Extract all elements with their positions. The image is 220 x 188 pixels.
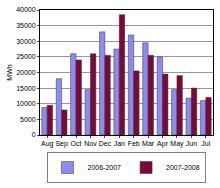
svg-text:Jan: Jan	[114, 140, 125, 147]
svg-text:Feb: Feb	[128, 140, 140, 147]
svg-text:Dec: Dec	[99, 140, 112, 147]
svg-text:Nov: Nov	[84, 140, 97, 147]
svg-text:15000: 15000	[16, 85, 36, 92]
svg-text:Apr: Apr	[157, 140, 169, 148]
svg-text:5000: 5000	[20, 116, 36, 123]
svg-text:May: May	[170, 140, 184, 148]
svg-text:Mar: Mar	[142, 140, 155, 147]
svg-text:MWh: MWh	[6, 64, 13, 80]
svg-text:Sep: Sep	[55, 140, 68, 148]
svg-text:Jul: Jul	[201, 140, 210, 147]
svg-text:Oct: Oct	[71, 140, 82, 147]
svg-text:2007-2008: 2007-2008	[166, 164, 200, 171]
svg-text:25000: 25000	[16, 53, 36, 60]
svg-text:30000: 30000	[16, 38, 36, 45]
svg-text:2006-2007: 2006-2007	[88, 164, 122, 171]
svg-text:10000: 10000	[16, 100, 36, 107]
svg-text:40000: 40000	[16, 6, 36, 13]
svg-text:Aug: Aug	[41, 140, 54, 148]
svg-text:35000: 35000	[16, 22, 36, 29]
svg-text:20000: 20000	[16, 69, 36, 76]
svg-text:0: 0	[32, 131, 36, 138]
svg-text:Jun: Jun	[186, 140, 197, 147]
